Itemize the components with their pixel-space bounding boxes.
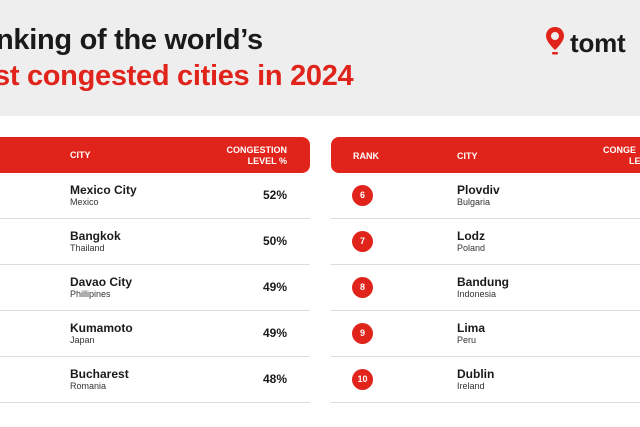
country-name: Poland <box>457 243 486 253</box>
table-header: CITY CONGESTION LEVEL % <box>0 137 310 173</box>
header-congestion-level: CONGE LE <box>603 145 640 167</box>
country-name: Japan <box>70 335 95 345</box>
table-row: Kumamoto Japan 49% <box>0 311 310 357</box>
header-city: CITY <box>70 150 91 160</box>
city-name: Dublin <box>457 367 495 381</box>
country-name: Peru <box>457 335 477 345</box>
ranking-table-right: RANK CITY CONGE LE 6 Plovdiv Bulgaria 7 … <box>331 137 640 403</box>
congestion-level: 50% <box>262 234 287 248</box>
country-name: Ireland <box>457 381 485 391</box>
congestion-level: 48% <box>262 372 287 386</box>
country-name: Mexico <box>70 197 99 207</box>
header-level-line1: CONGE <box>603 145 637 155</box>
header-level-line1: CONGESTION <box>226 145 287 155</box>
table-row: Bucharest Romania 48% <box>0 357 310 403</box>
rank-badge: 10 <box>352 369 373 390</box>
header-level-line2: LE <box>629 156 640 166</box>
rank-badge: 6 <box>352 185 373 206</box>
table-row: 7 Lodz Poland <box>331 219 640 265</box>
header-congestion-level: CONGESTION LEVEL % <box>197 145 287 167</box>
city-name: Lima <box>457 321 486 335</box>
country-name: Indonesia <box>457 289 497 299</box>
logo-text: tomt <box>570 28 626 58</box>
rank-badge: 8 <box>352 277 373 298</box>
congestion-level: 49% <box>262 280 287 294</box>
table-row: Davao City Phillipines 49% <box>0 265 310 311</box>
city-name: Kumamoto <box>70 321 133 335</box>
page-title-line1: nking of the world’s <box>0 24 263 56</box>
table-row: 8 Bandung Indonesia <box>331 265 640 311</box>
rank-badge: 7 <box>352 231 373 252</box>
header-city: CITY <box>457 151 478 161</box>
country-name: Romania <box>70 381 107 391</box>
city-name: Bangkok <box>70 229 121 243</box>
ranking-table-left: CITY CONGESTION LEVEL % Mexico City Mexi… <box>0 137 310 403</box>
table-row: Bangkok Thailand 50% <box>0 219 310 265</box>
congestion-level: 52% <box>262 188 287 202</box>
congestion-level: 49% <box>262 326 287 340</box>
table-row: 10 Dublin Ireland <box>331 357 640 403</box>
city-name: Plovdiv <box>457 183 500 197</box>
map-pin-icon <box>546 27 564 55</box>
city-name: Bucharest <box>70 367 129 381</box>
table-header: RANK CITY CONGE LE <box>331 137 640 173</box>
header-rank: RANK <box>353 151 379 161</box>
city-name: Lodz <box>457 229 485 243</box>
table-row: Mexico City Mexico 52% <box>0 173 310 219</box>
city-name: Mexico City <box>70 183 137 197</box>
city-name: Bandung <box>457 275 509 289</box>
page-title-line2: st congested cities in 2024 <box>0 60 354 92</box>
country-name: Thailand <box>70 243 105 253</box>
city-name: Davao City <box>70 275 133 289</box>
table-row: 9 Lima Peru <box>331 311 640 357</box>
header-level-line2: LEVEL % <box>247 156 287 166</box>
rank-badge: 9 <box>352 323 373 344</box>
country-name: Phillipines <box>70 289 111 299</box>
table-row: 6 Plovdiv Bulgaria <box>331 173 640 219</box>
country-name: Bulgaria <box>457 197 491 207</box>
title-band <box>0 0 640 116</box>
